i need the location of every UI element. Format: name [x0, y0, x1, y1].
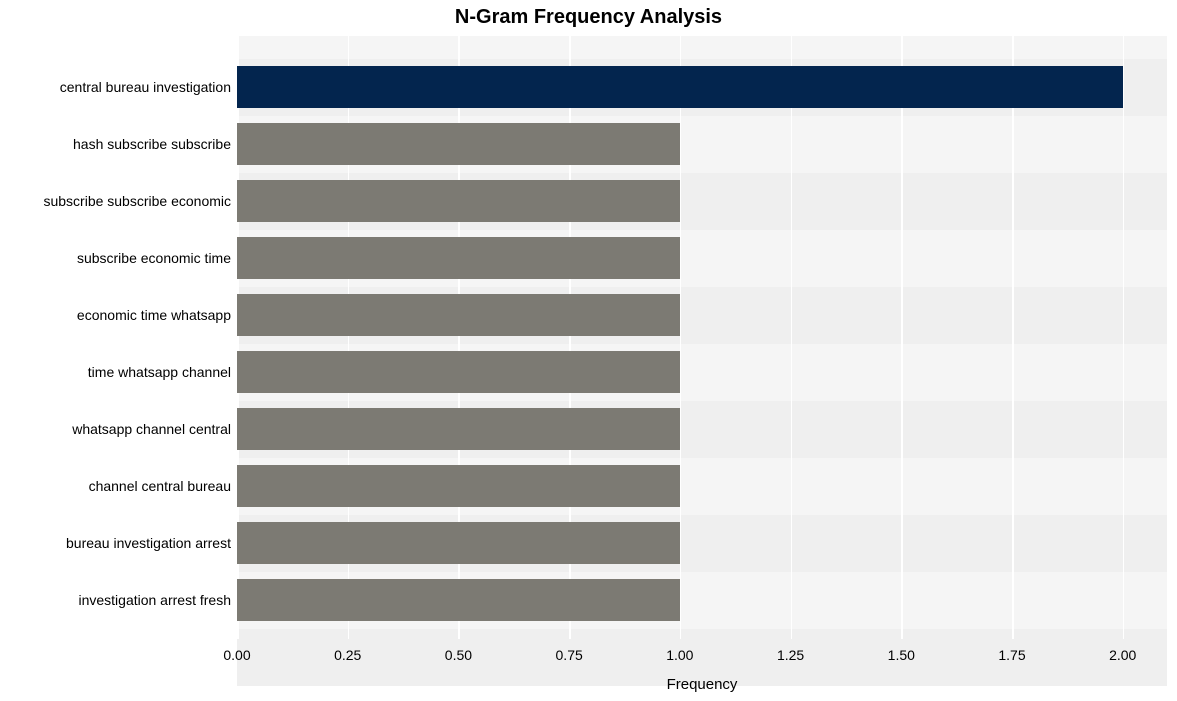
- grid-line: [901, 36, 903, 639]
- chart-title: N-Gram Frequency Analysis: [0, 6, 1177, 29]
- bar: [237, 579, 680, 621]
- y-tick-label: bureau investigation arrest: [66, 535, 231, 551]
- grid-line: [791, 36, 793, 639]
- grid-line: [680, 36, 682, 639]
- y-tick-label: whatsapp channel central: [72, 421, 231, 437]
- bar: [237, 180, 680, 222]
- y-tick-label: hash subscribe subscribe: [73, 136, 231, 152]
- y-tick-label: economic time whatsapp: [77, 307, 231, 323]
- y-tick-label: investigation arrest fresh: [78, 592, 231, 608]
- x-tick-label: 0.25: [334, 647, 361, 663]
- x-tick-label: 1.75: [998, 647, 1025, 663]
- y-tick-label: central bureau investigation: [60, 79, 231, 95]
- bar: [237, 522, 680, 564]
- grid-line: [1012, 36, 1014, 639]
- x-tick-label: 1.50: [888, 647, 915, 663]
- bar: [237, 66, 1123, 108]
- bar: [237, 237, 680, 279]
- y-tick-label: channel central bureau: [89, 478, 231, 494]
- x-tick-label: 1.25: [777, 647, 804, 663]
- bar: [237, 465, 680, 507]
- bar: [237, 294, 680, 336]
- plot-area: [237, 36, 1167, 639]
- bar: [237, 351, 680, 393]
- x-tick-label: 1.00: [666, 647, 693, 663]
- grid-line: [1123, 36, 1125, 639]
- x-tick-label: 0.75: [556, 647, 583, 663]
- x-tick-label: 2.00: [1109, 647, 1136, 663]
- y-tick-label: subscribe economic time: [77, 250, 231, 266]
- x-tick-label: 0.50: [445, 647, 472, 663]
- bar: [237, 408, 680, 450]
- bar: [237, 123, 680, 165]
- y-tick-label: time whatsapp channel: [88, 364, 231, 380]
- chart-container: N-Gram Frequency Analysis Frequency cent…: [0, 0, 1177, 701]
- x-tick-label: 0.00: [223, 647, 250, 663]
- y-tick-label: subscribe subscribe economic: [43, 193, 231, 209]
- x-axis-label: Frequency: [237, 676, 1167, 693]
